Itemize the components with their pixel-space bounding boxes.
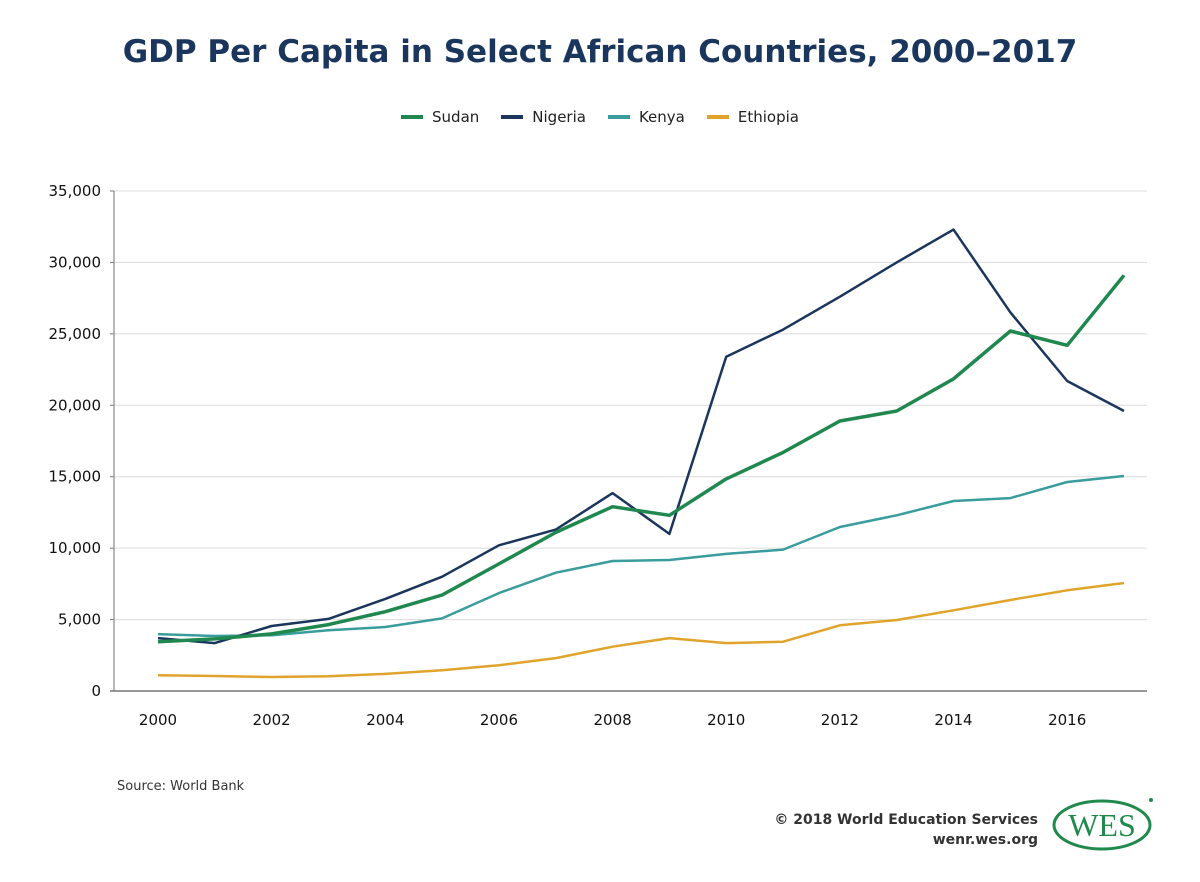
legend-item-kenya: Kenya <box>607 108 685 126</box>
x-axis-ticks: 2000 2002 2004 2006 2008 2010 2012 2014 2016 <box>139 711 1086 729</box>
chart-title: GDP Per Capita in Select African Countri… <box>122 34 1078 70</box>
y-tick-label: 5,000 <box>58 611 101 629</box>
website-link[interactable]: wenr.wes.org <box>932 832 1038 848</box>
y-tick-label: 30,000 <box>49 253 102 271</box>
x-tick-label: 2000 <box>139 711 177 729</box>
legend-label-sudan: Sudan <box>432 108 480 126</box>
legend-item-sudan: Sudan <box>401 108 479 126</box>
x-tick-label: 2002 <box>253 711 291 729</box>
logo-ellipse <box>1052 799 1152 851</box>
logo-text: WES <box>1068 807 1136 843</box>
wes-logo: WES <box>1052 798 1153 851</box>
legend-item-ethiopia: Ethiopia <box>706 108 799 126</box>
legend-swatch-kenya <box>607 115 630 119</box>
y-tick-label: 15,000 <box>49 468 102 486</box>
registered-mark-icon <box>1149 798 1153 802</box>
series-line-kenya <box>157 474 1125 638</box>
y-tick-label: 25,000 <box>49 325 102 343</box>
legend-swatch-sudan <box>401 115 424 119</box>
legend-swatch-nigeria <box>501 115 524 119</box>
series-lines <box>157 228 1126 679</box>
x-tick-label: 2016 <box>1048 711 1086 729</box>
x-tick-label: 2010 <box>707 711 745 729</box>
y-axis-ticks: 0 5,000 10,000 15,000 20,000 25,000 30,000 35,0… <box>49 182 114 700</box>
y-tick-label: 20,000 <box>49 396 102 414</box>
series-line-sudan <box>157 274 1126 644</box>
x-tick-label: 2004 <box>366 711 404 729</box>
legend-item-nigeria: Nigeria <box>501 108 586 126</box>
legend-swatch-ethiopia <box>706 115 729 119</box>
copyright-text: © 2018 World Education Services <box>774 812 1038 828</box>
x-tick-label: 2008 <box>593 711 631 729</box>
legend: Sudan Nigeria Kenya Ethiopia <box>0 108 1200 126</box>
credit: © 2018 World Education Services wenr.wes… <box>774 810 1038 850</box>
series-line-ethiopia <box>157 581 1125 679</box>
legend-label-ethiopia: Ethiopia <box>737 108 799 126</box>
x-tick-label: 2006 <box>480 711 518 729</box>
source-note: Source: World Bank <box>117 779 245 794</box>
x-tick-label: 2012 <box>821 711 859 729</box>
y-tick-label: 0 <box>91 682 101 700</box>
gridlines <box>114 190 1147 621</box>
legend-label-kenya: Kenya <box>638 108 685 126</box>
legend-label-nigeria: Nigeria <box>532 108 586 126</box>
series-line-nigeria <box>157 228 1125 645</box>
y-tick-label: 10,000 <box>49 539 102 557</box>
y-tick-label: 35,000 <box>49 182 102 200</box>
x-tick-label: 2014 <box>934 711 972 729</box>
